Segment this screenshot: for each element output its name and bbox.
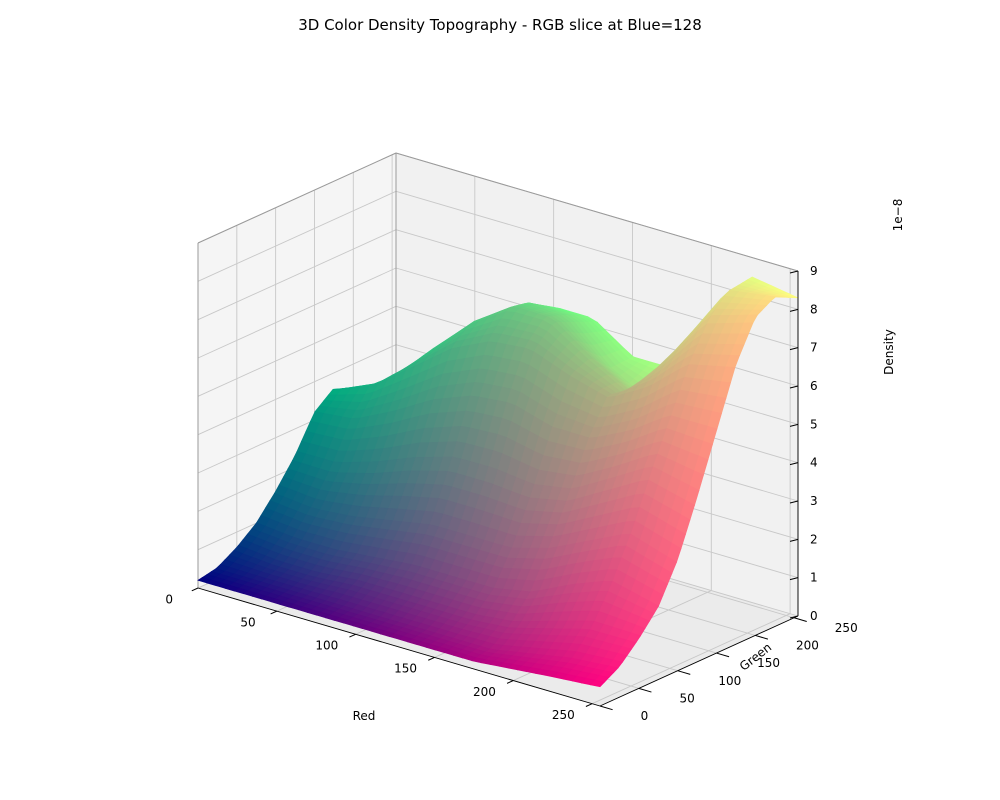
z-axis-label: Density <box>882 329 896 375</box>
density-tick-label: 5 <box>810 417 818 431</box>
z-axis-offset-label: 1e−8 <box>891 199 905 232</box>
density-tick-label: 1 <box>810 571 818 585</box>
red-tick-label: 200 <box>473 685 496 699</box>
red-tick-label: 100 <box>315 639 338 653</box>
density-tick-label: 8 <box>810 302 818 316</box>
green-tick-label: 50 <box>680 692 695 706</box>
chart-title: 3D Color Density Topography - RGB slice … <box>298 16 702 34</box>
red-tick-label: 250 <box>552 708 575 722</box>
density-tick-label: 7 <box>810 341 818 355</box>
green-tick-mark <box>639 688 652 692</box>
red-tick-mark <box>507 681 513 684</box>
density-tick-label: 2 <box>810 532 818 546</box>
density-tick-label: 9 <box>810 264 818 278</box>
green-tick-mark <box>678 671 691 675</box>
green-tick-mark <box>794 618 807 622</box>
green-tick-mark <box>600 706 613 710</box>
density-tick-label: 4 <box>810 456 818 470</box>
red-tick-label: 0 <box>165 592 173 606</box>
red-tick-mark <box>586 704 592 707</box>
green-tick-label: 0 <box>641 709 649 723</box>
green-tick-mark <box>755 635 768 639</box>
red-tick-mark <box>192 588 198 591</box>
red-tick-mark <box>271 611 277 614</box>
density-tick-label: 0 <box>810 609 818 623</box>
red-tick-mark <box>428 657 434 660</box>
density-tick-label: 6 <box>810 379 818 393</box>
red-tick-label: 150 <box>394 662 417 676</box>
density-tick-label: 3 <box>810 494 818 508</box>
red-tick-mark <box>349 634 355 637</box>
green-tick-label: 100 <box>718 674 741 688</box>
green-tick-label: 250 <box>835 621 858 635</box>
red-tick-label: 50 <box>240 615 255 629</box>
green-tick-label: 200 <box>796 639 819 653</box>
green-tick-mark <box>716 653 729 657</box>
x-axis-label: Red <box>353 709 376 723</box>
